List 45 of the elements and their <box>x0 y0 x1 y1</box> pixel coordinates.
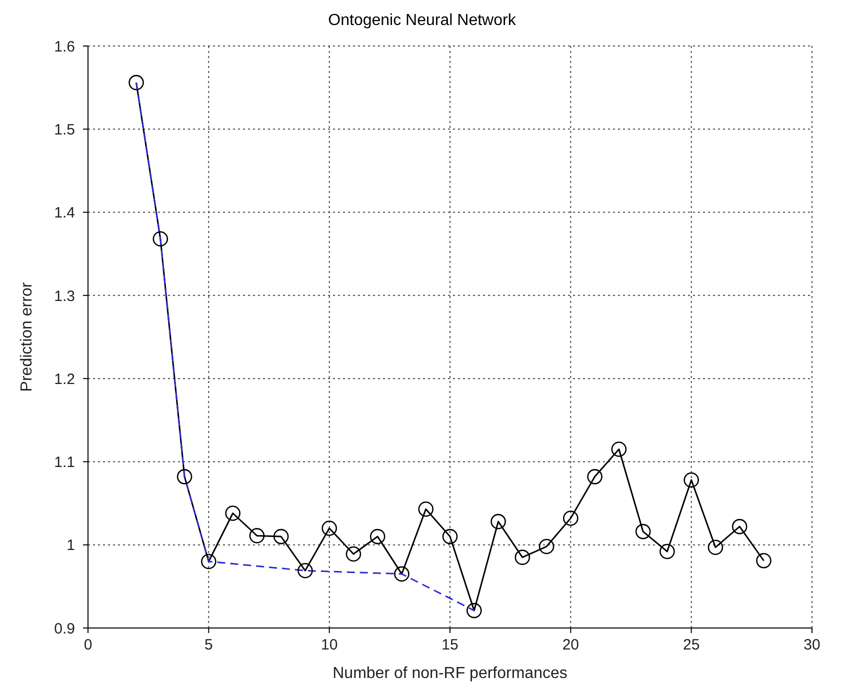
point <box>490 514 506 530</box>
point <box>708 540 724 555</box>
point <box>514 550 530 565</box>
y-tick-label: 1.5 <box>54 121 75 138</box>
x-axis-title: Number of non-RF performances <box>332 665 568 682</box>
point <box>611 442 627 457</box>
point <box>394 566 410 582</box>
y-tick-label: 1.1 <box>54 454 75 472</box>
x-tick-label: 15 <box>442 636 458 654</box>
point <box>128 74 144 90</box>
point <box>684 472 699 488</box>
point <box>538 538 554 554</box>
point <box>660 544 675 560</box>
point <box>322 520 337 536</box>
x-tick-label: 20 <box>562 636 580 654</box>
point <box>225 506 240 521</box>
point <box>201 554 216 570</box>
point <box>418 501 434 517</box>
point <box>249 528 265 544</box>
point <box>273 528 289 544</box>
point <box>176 469 192 484</box>
point <box>370 528 386 544</box>
x-tick-label: 25 <box>682 636 700 654</box>
point <box>442 528 458 544</box>
point <box>152 231 168 247</box>
point <box>563 510 578 526</box>
x-tick-label: 10 <box>320 636 338 654</box>
y-tick-label: 1 <box>66 537 75 554</box>
y-tick-label: 1.2 <box>54 370 75 388</box>
point <box>732 518 748 534</box>
point <box>346 546 362 562</box>
point <box>466 602 482 618</box>
x-tick-label: 5 <box>204 636 213 654</box>
chart-title: Ontogenic Neural Network <box>327 11 517 31</box>
y-tick-label: 1.4 <box>54 204 75 222</box>
point <box>587 469 602 484</box>
y-tick-label: 1.3 <box>54 288 75 305</box>
x-tick-label: 30 <box>804 636 820 654</box>
point <box>298 562 313 578</box>
y-axis-title: Prediction error <box>18 282 36 392</box>
point <box>635 524 651 540</box>
y-tick-label: 0.9 <box>54 620 75 638</box>
x-tick-label: 0 <box>84 636 92 654</box>
point <box>756 553 772 568</box>
y-tick-label: 1.6 <box>54 38 75 56</box>
